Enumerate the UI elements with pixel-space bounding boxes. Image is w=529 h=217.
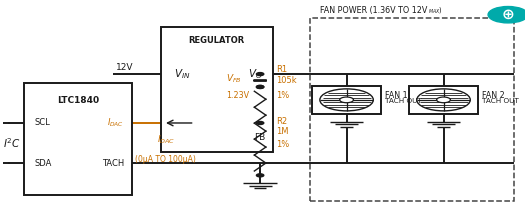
Circle shape bbox=[340, 97, 353, 103]
Text: 1%: 1% bbox=[276, 91, 289, 100]
Text: R2: R2 bbox=[276, 117, 287, 126]
Circle shape bbox=[320, 89, 373, 111]
Text: $_{MAX}$): $_{MAX}$) bbox=[428, 5, 442, 15]
Circle shape bbox=[436, 97, 451, 103]
Text: FAN 1: FAN 1 bbox=[385, 91, 408, 100]
Bar bbox=[160, 26, 273, 152]
Text: 12V: 12V bbox=[116, 63, 133, 72]
Text: REGULATOR: REGULATOR bbox=[189, 36, 245, 45]
Text: 1%: 1% bbox=[276, 140, 289, 149]
Circle shape bbox=[257, 72, 264, 76]
Text: SCL: SCL bbox=[35, 118, 50, 128]
Text: $I^2C$: $I^2C$ bbox=[3, 136, 21, 150]
Text: FB: FB bbox=[254, 133, 266, 142]
Text: $I_{DAC}$: $I_{DAC}$ bbox=[157, 134, 175, 146]
Text: SDA: SDA bbox=[35, 159, 52, 168]
Text: 1M: 1M bbox=[276, 127, 288, 136]
Circle shape bbox=[488, 7, 528, 23]
Text: $I_{DAC}$: $I_{DAC}$ bbox=[107, 117, 124, 129]
Text: FAN 2: FAN 2 bbox=[482, 91, 505, 100]
Circle shape bbox=[257, 85, 264, 89]
Bar bbox=[24, 83, 132, 195]
Circle shape bbox=[257, 85, 264, 89]
Text: FAN POWER (1.36V TO 12V: FAN POWER (1.36V TO 12V bbox=[321, 6, 428, 15]
Bar bbox=[409, 86, 478, 114]
Text: $V_O$: $V_O$ bbox=[248, 67, 263, 81]
Bar bbox=[310, 18, 514, 201]
Text: ⊕: ⊕ bbox=[501, 7, 514, 22]
Text: TACH OUT: TACH OUT bbox=[482, 98, 519, 104]
Circle shape bbox=[417, 89, 470, 111]
Text: $V_{IN}$: $V_{IN}$ bbox=[174, 67, 190, 81]
Circle shape bbox=[257, 122, 264, 125]
Text: LTC1840: LTC1840 bbox=[57, 96, 99, 105]
Text: R1: R1 bbox=[276, 65, 287, 74]
Text: (0μA TO 100μA): (0μA TO 100μA) bbox=[135, 155, 196, 164]
Circle shape bbox=[257, 174, 264, 177]
Text: 105k: 105k bbox=[276, 76, 296, 85]
Text: TACH: TACH bbox=[102, 159, 124, 168]
Bar bbox=[312, 86, 381, 114]
Text: 1.23V: 1.23V bbox=[226, 91, 249, 100]
Text: TACH OUT: TACH OUT bbox=[385, 98, 422, 104]
Text: $V_{FB}$: $V_{FB}$ bbox=[226, 72, 242, 85]
